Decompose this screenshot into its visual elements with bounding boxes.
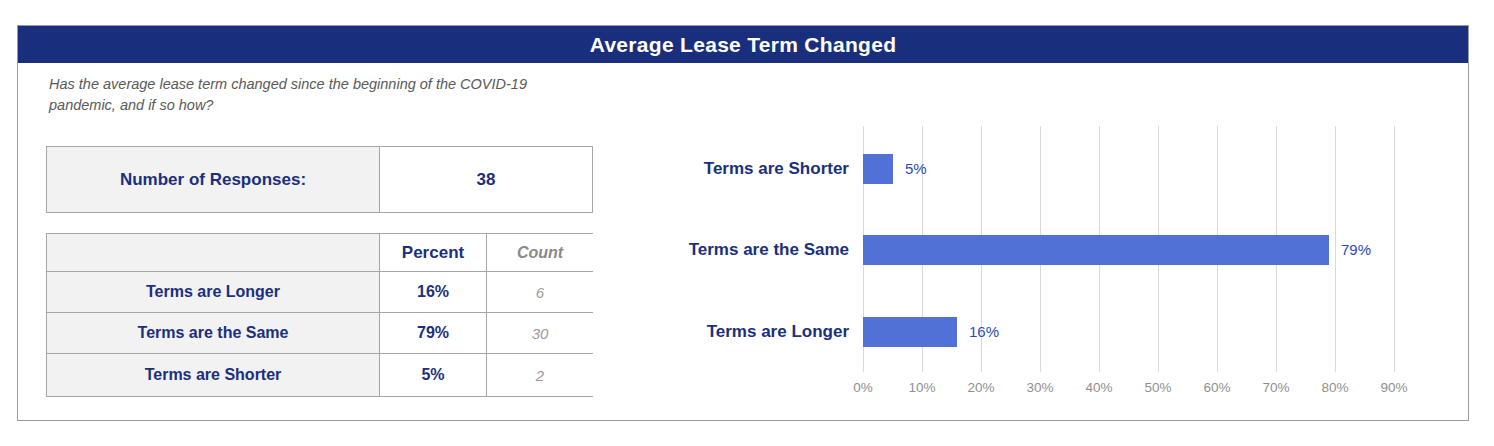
chart-bar [863,317,957,347]
category-label: Terms are the Same [569,235,849,265]
summary-header-percent: Percent [380,234,487,272]
chart-gridline [863,126,864,372]
summary-row-count: 30 [487,313,593,354]
summary-row-percent: 16% [380,272,487,313]
summary-row-percent: 5% [380,354,487,396]
summary-row-label: Terms are Shorter [47,354,380,396]
chart-gridline [1394,126,1395,372]
x-axis-tick-label: 80% [1305,380,1365,395]
question-text: Has the average lease term changed since… [49,74,609,116]
category-label: Terms are Longer [569,317,849,347]
x-axis-tick-label: 60% [1187,380,1247,395]
summary-row-percent: 79% [380,313,487,354]
title-bar: Average Lease Term Changed [18,26,1468,63]
chart-gridline [1040,126,1041,372]
summary-row-count: 6 [487,272,593,313]
responses-value-cell: 38 [380,147,592,212]
x-axis-tick-label: 70% [1246,380,1306,395]
summary-header-blank-cell [47,234,380,272]
chart-bar [863,154,893,184]
responses-label-cell: Number of Responses: [47,147,380,212]
x-axis-tick-label: 0% [833,380,893,395]
category-label: Terms are Shorter [569,154,849,184]
chart-gridline [922,126,923,372]
chart-gridline [1276,126,1277,372]
x-axis-tick-label: 10% [892,380,952,395]
summary-row-label: Terms are Longer [47,272,380,313]
responses-table: Number of Responses: 38 [46,146,593,213]
bar-value-label: 79% [1341,241,1371,258]
page-title: Average Lease Term Changed [590,33,897,57]
x-axis-tick-label: 90% [1364,380,1424,395]
summary-header-count: Count [487,234,593,272]
x-axis-tick-label: 30% [1010,380,1070,395]
summary-row-label: Terms are the Same [47,313,380,354]
chart-gridline [981,126,982,372]
chart-gridline [1217,126,1218,372]
x-axis-tick-label: 40% [1069,380,1129,395]
bar-value-label: 5% [905,160,927,177]
bar-value-label: 16% [969,323,999,340]
question-line-1: Has the average lease term changed since… [49,74,609,95]
chart-gridline [1158,126,1159,372]
summary-row-count: 2 [487,354,593,396]
chart-gridline [1099,126,1100,372]
summary-table: Percent Count Terms are Longer 16% 6 Ter… [46,233,593,397]
report-panel: Average Lease Term Changed Has the avera… [17,25,1469,421]
x-axis-tick-label: 50% [1128,380,1188,395]
chart-bar [863,235,1329,265]
x-axis-tick-label: 20% [951,380,1011,395]
chart-gridline [1335,126,1336,372]
question-line-2: pandemic, and if so how? [49,95,609,116]
